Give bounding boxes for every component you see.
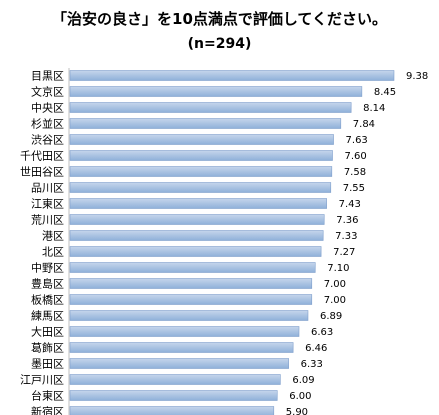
value-label: 7.43 (339, 199, 361, 210)
category-label: 品川区 (31, 182, 64, 195)
category-label: 北区 (42, 246, 64, 259)
bar (69, 390, 278, 401)
category-label: 千代田区 (20, 150, 64, 163)
category-label: 江東区 (31, 198, 64, 211)
value-label: 7.00 (324, 279, 346, 290)
value-label: 6.09 (292, 375, 314, 386)
value-label: 6.89 (320, 311, 342, 322)
bars-layer: 目黒区 9.38 文京区 8.45 中央区 8.14 杉並区 7.84 渋谷区 7.63 千代田区 7… (20, 70, 428, 415)
value-label: 6.46 (305, 343, 327, 354)
value-label: 7.84 (353, 119, 375, 130)
bar (69, 358, 289, 369)
bar (69, 310, 309, 321)
category-label: 新宿区 (31, 405, 64, 415)
value-label: 8.14 (363, 103, 385, 114)
category-label: 目黒区 (31, 70, 64, 83)
value-label: 9.38 (406, 71, 428, 82)
category-label: 荒川区 (31, 214, 64, 227)
value-label: 7.63 (346, 135, 368, 146)
value-label: 7.36 (336, 215, 358, 226)
chart-subtitle: (n=294) (188, 36, 252, 52)
category-label: 中央区 (31, 102, 64, 115)
category-label: 葛飾区 (31, 342, 64, 355)
bar (69, 150, 333, 161)
value-label: 6.33 (301, 359, 323, 370)
value-label: 7.10 (327, 263, 349, 274)
value-label: 5.90 (286, 407, 308, 415)
category-label: 杉並区 (31, 117, 64, 131)
category-label: 台東区 (31, 389, 64, 403)
value-label: 7.33 (335, 231, 357, 242)
bar (69, 262, 316, 273)
category-label: 墨田区 (31, 358, 64, 371)
bar (69, 102, 352, 113)
bar (69, 166, 333, 177)
category-label: 大田区 (31, 325, 64, 339)
bar (69, 230, 324, 241)
bar (69, 406, 275, 415)
bar (69, 118, 342, 129)
bar (69, 342, 294, 353)
category-label: 中野区 (31, 262, 64, 275)
bar (69, 374, 281, 385)
value-label: 7.60 (345, 151, 367, 162)
category-label: 渋谷区 (31, 134, 64, 147)
category-label: 豊島区 (31, 277, 64, 291)
bar (69, 278, 313, 289)
category-label: 江戸川区 (20, 374, 64, 387)
category-label: 文京区 (31, 85, 64, 99)
value-label: 7.27 (333, 247, 355, 258)
category-label: 世田谷区 (20, 166, 64, 179)
category-label: 練馬区 (31, 309, 64, 323)
value-label: 7.00 (324, 295, 346, 306)
value-label: 6.63 (311, 327, 333, 338)
value-label: 7.55 (343, 183, 365, 194)
category-label: 港区 (42, 230, 64, 243)
bar (69, 70, 395, 81)
bar (69, 214, 325, 225)
bar (69, 246, 322, 257)
value-label: 7.58 (344, 167, 366, 178)
bar (69, 294, 313, 305)
bar (69, 182, 332, 193)
bar (69, 198, 327, 209)
chart-title: 「治安の良さ」を10点満点で評価してください。 (52, 10, 387, 28)
value-label: 8.45 (374, 87, 396, 98)
category-label: 板橋区 (31, 293, 64, 307)
bar (69, 86, 363, 97)
value-label: 6.00 (289, 391, 311, 402)
bar (69, 326, 300, 337)
bar (69, 134, 334, 145)
